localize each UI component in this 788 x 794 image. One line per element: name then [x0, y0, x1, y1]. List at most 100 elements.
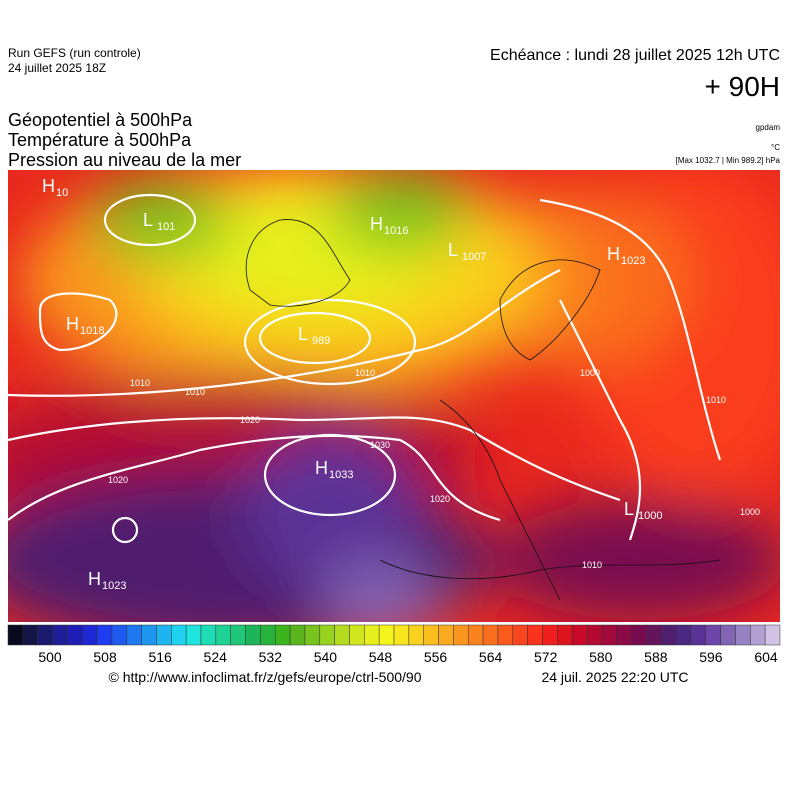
colorbar-cell: [631, 624, 647, 646]
colorbar-cell: [171, 624, 187, 646]
center-value: 10: [56, 187, 68, 199]
unit: [Max 1032.7 | Min 989.2] hPa: [676, 156, 781, 165]
colorbar-cell: [453, 624, 469, 646]
colorbar-tick-label: 572: [534, 649, 558, 665]
contour-label: 1010: [185, 387, 205, 397]
colorbar-cell: [22, 624, 38, 646]
colorbar-cell: [690, 624, 707, 646]
contour-label: 1020: [108, 475, 128, 485]
center-letter: L: [143, 210, 153, 230]
colorbar-tick-label: 508: [93, 649, 117, 665]
colorbar-cell: [571, 624, 588, 646]
colorbar-tick-label: 556: [424, 649, 448, 665]
colorbar-tick-label: 588: [644, 649, 668, 665]
colorbar-cell: [96, 624, 113, 646]
colorbar-cell: [141, 624, 157, 646]
unit: gpdam: [756, 123, 781, 132]
colorbar-cell: [185, 624, 202, 646]
colorbar-cell: [111, 624, 128, 646]
echeance: Echéance : lundi 28 juillet 2025 12h UTC: [490, 47, 780, 64]
colorbar-cell: [675, 624, 692, 646]
colorbar-cell: [735, 624, 751, 646]
center-letter: H: [315, 458, 328, 478]
center-letter: L: [298, 324, 308, 344]
colorbar-cell: [542, 624, 558, 646]
contour-label: 1020: [430, 494, 450, 504]
colorbar-cell: [378, 624, 395, 646]
contour-label: 1030: [370, 440, 390, 450]
center-letter: H: [66, 314, 79, 334]
colorbar-cell: [512, 624, 528, 646]
colorbar-tick-label: 604: [754, 649, 778, 665]
colorbar-cell: [245, 624, 261, 646]
colorbar-cell: [304, 624, 321, 646]
colorbar-cell: [601, 624, 617, 646]
center-value: 1016: [384, 225, 408, 237]
colorbar-cell: [423, 624, 439, 646]
colorbar-cell: [274, 624, 291, 646]
center-letter: H: [88, 569, 101, 589]
colorbar-cell: [364, 624, 380, 646]
colorbar-cell: [215, 624, 231, 646]
center-value: 101: [157, 221, 175, 233]
colorbar-cell: [408, 624, 424, 646]
colorbar-cell: [7, 624, 24, 646]
center-letter: L: [448, 240, 458, 260]
colorbar-cell: [230, 624, 246, 646]
center-value: 1000: [638, 510, 662, 522]
colorbar-tick-label: 532: [259, 649, 283, 665]
colorbar-tick-label: 548: [369, 649, 393, 665]
colorbar-cell: [586, 624, 603, 646]
contour-label: 1020: [240, 415, 260, 425]
colorbar-cell: [319, 624, 335, 646]
footer-source: © http://www.infoclimat.fr/z/gefs/europe…: [108, 669, 421, 685]
center-value: 1007: [462, 251, 486, 263]
colorbar-cell: [334, 624, 350, 646]
colorbar-cell: [37, 624, 53, 646]
colorbar-cell: [527, 624, 543, 646]
contour-label: 1010: [706, 395, 726, 405]
colorbar-cell: [81, 624, 98, 646]
colorbar-cell: [200, 624, 217, 646]
colorbar-cell: [660, 624, 677, 646]
map: [8, 170, 780, 622]
colorbar-cell: [289, 624, 306, 646]
title: Température à 500hPa: [8, 130, 192, 150]
center-letter: H: [370, 214, 383, 234]
colorbar-cell: [438, 624, 454, 646]
run-date: 24 juillet 2025 18Z: [8, 61, 106, 75]
colorbar-tick-label: 580: [589, 649, 613, 665]
contour-label: 1000: [580, 368, 600, 378]
contour-label: 1010: [582, 560, 602, 570]
center-value: 1023: [621, 255, 645, 267]
colorbar-cell: [646, 624, 662, 646]
colorbar-cell: [764, 624, 781, 646]
colorbar-cell: [156, 624, 172, 646]
colorbar-tick-label: 540: [314, 649, 338, 665]
colorbar-cell: [482, 624, 499, 646]
colorbar-cell: [720, 624, 736, 646]
colorbar-cell: [497, 624, 514, 646]
colorbar-cell: [67, 624, 83, 646]
contour-label: 1010: [130, 378, 150, 388]
run-label: Run GEFS (run controle): [8, 46, 141, 60]
center-letter: L: [624, 499, 634, 519]
colorbar-tick-label: 500: [38, 649, 62, 665]
colorbar-cell: [467, 624, 484, 646]
colorbar-cell: [750, 624, 766, 646]
center-letter: H: [42, 176, 55, 196]
colorbar-cell: [260, 624, 276, 646]
unit: °C: [771, 143, 780, 152]
colorbar-cell: [52, 624, 68, 646]
center-value: 1033: [329, 469, 353, 481]
colorbar-tick-label: 524: [204, 649, 228, 665]
title: Géopotentiel à 500hPa: [8, 110, 193, 130]
colorbar-cell: [705, 624, 721, 646]
colorbar-cell: [557, 624, 573, 646]
contour-label: 1000: [740, 507, 760, 517]
colorbar-cell: [616, 624, 632, 646]
offset: + 90H: [705, 71, 781, 102]
colorbar-tick-label: 596: [699, 649, 723, 665]
colorbar-cell: [349, 624, 365, 646]
